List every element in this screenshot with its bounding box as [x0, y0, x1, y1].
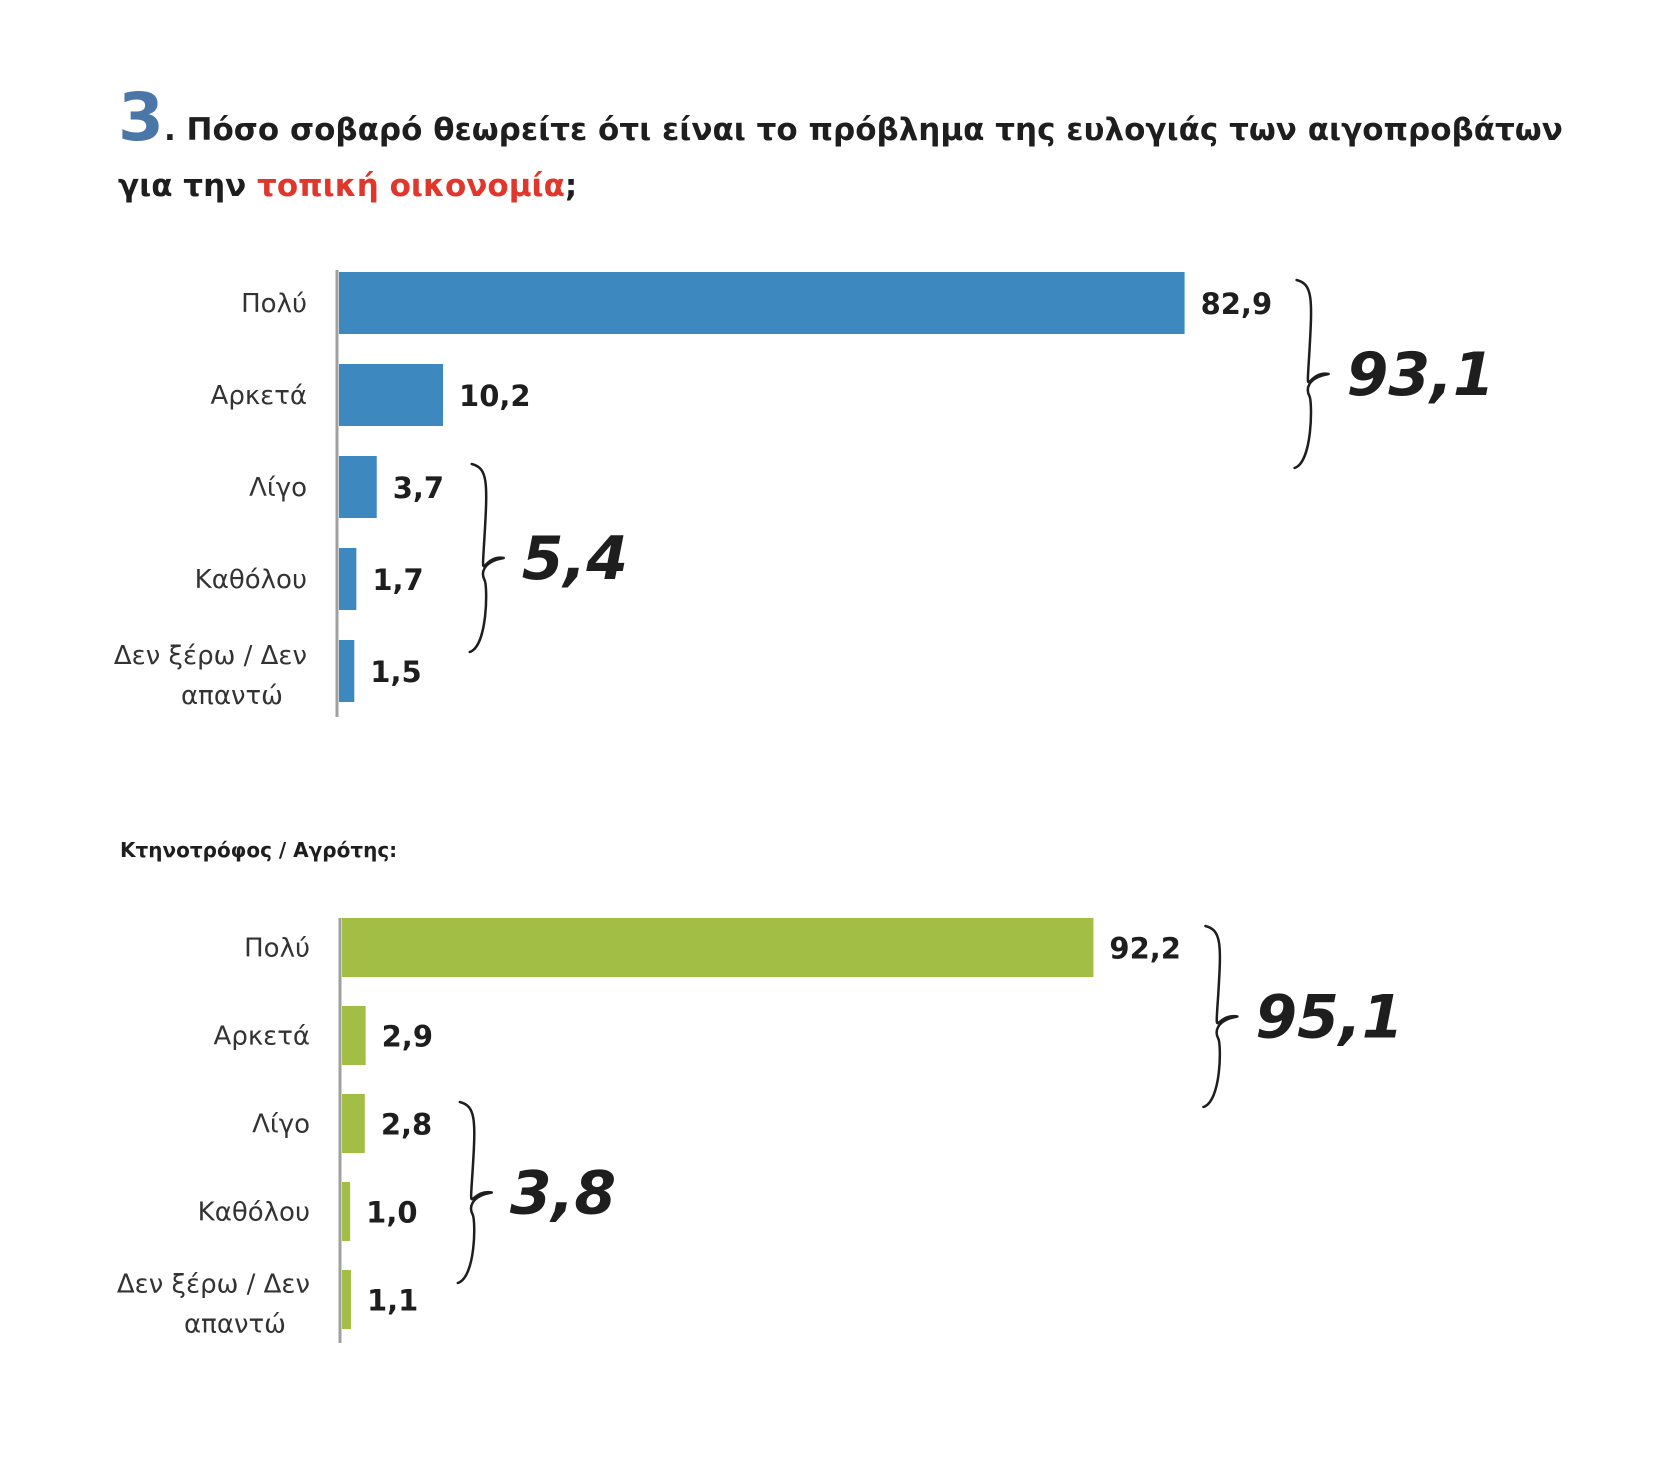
question-title: 3. Πόσο σοβαρό θεωρείτε ότι είναι το πρό… — [118, 85, 1578, 214]
question-text: . Πόσο σοβαρό θεωρείτε ότι είναι το πρόβ… — [118, 112, 1563, 204]
category-label: Πολύ — [244, 934, 310, 964]
value-label: 82,9 — [1201, 287, 1273, 321]
value-label: 3,7 — [393, 471, 444, 505]
category-label: Δεν ξέρω / Δεν απαντώ — [114, 641, 307, 711]
bar — [342, 1094, 365, 1153]
bar — [339, 456, 377, 518]
chart-farmers: Πολύ 92,2 Αρκετά 2,9 Λίγο 2,8 Καθόλου 1,0 Δεν ξέ… — [117, 918, 1403, 1343]
bar — [342, 918, 1094, 977]
curly-brace — [468, 462, 505, 654]
curly-brace — [1293, 278, 1330, 470]
value-label: 1,0 — [366, 1196, 417, 1230]
value-label: 10,2 — [459, 379, 531, 413]
value-label: 1,1 — [367, 1284, 418, 1318]
value-label: 2,9 — [382, 1020, 433, 1054]
bar — [339, 272, 1185, 334]
value-label: 92,2 — [1109, 932, 1181, 966]
bar — [342, 1270, 351, 1329]
question-number: 3 — [118, 79, 164, 156]
bar — [339, 640, 355, 702]
subgroup-label: Κτηνοτρόφος / Αγρότης: — [120, 838, 398, 862]
category-label: Λίγο — [252, 1110, 310, 1140]
value-label: 1,7 — [372, 563, 423, 597]
chart-all-respondents: Πολύ 82,9 Αρκετά 10,2 Λίγο 3,7 Καθόλου 1,7 Δεν ξ… — [114, 270, 1495, 717]
question-end: ; — [564, 168, 578, 204]
category-label: Αρκετά — [214, 1022, 310, 1052]
bar — [342, 1006, 366, 1065]
bar — [339, 364, 444, 426]
group-total-label: 93,1 — [1347, 340, 1495, 410]
category-label: Αρκετά — [211, 381, 307, 411]
bar — [339, 548, 357, 610]
value-label: 1,5 — [370, 655, 421, 689]
question-highlight: τοπική οικονομία — [257, 168, 565, 204]
category-label: Καθόλου — [198, 1198, 310, 1228]
category-label: Πολύ — [241, 289, 307, 319]
curly-brace — [1202, 924, 1239, 1109]
category-label: Δεν ξέρω / Δεν απαντώ — [117, 1270, 310, 1340]
group-total-label: 3,8 — [510, 1159, 616, 1229]
value-label: 2,8 — [381, 1108, 432, 1142]
bar — [342, 1182, 351, 1241]
group-total-label: 95,1 — [1255, 983, 1403, 1053]
curly-brace — [456, 1100, 494, 1285]
category-label: Καθόλου — [195, 565, 307, 595]
group-total-label: 5,4 — [522, 524, 628, 594]
category-label: Λίγο — [249, 473, 307, 503]
